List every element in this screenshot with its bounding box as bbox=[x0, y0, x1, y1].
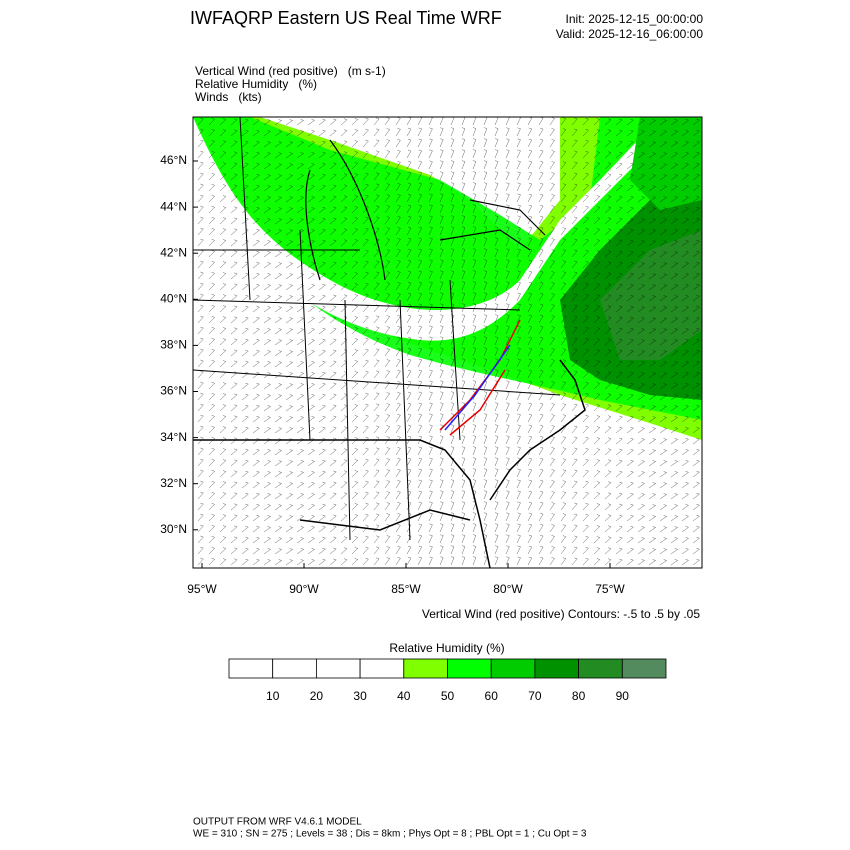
colorbar-box bbox=[403, 658, 448, 679]
map-area bbox=[193, 117, 702, 568]
footer-line: OUTPUT FROM WRF V4.6.1 MODEL bbox=[193, 817, 362, 828]
colorbar-box bbox=[447, 658, 492, 679]
colorbar-title: Relative Humidity (%) bbox=[389, 641, 504, 655]
lat-label: 38°N bbox=[160, 338, 187, 352]
lon-label: 85°W bbox=[391, 582, 421, 596]
colorbar-label: 50 bbox=[441, 689, 455, 703]
lat-label: 44°N bbox=[160, 199, 187, 213]
colorbar-label: 80 bbox=[572, 689, 586, 703]
valid-time: Valid: 2025-12-16_06:00:00 bbox=[555, 27, 703, 41]
colorbar-label: 60 bbox=[485, 689, 499, 703]
colorbar-box bbox=[315, 658, 361, 679]
field-label: Winds (kts) bbox=[195, 90, 262, 104]
colorbar-label: 90 bbox=[616, 689, 630, 703]
colorbar-box bbox=[228, 658, 274, 679]
field-label: Relative Humidity (%) bbox=[195, 77, 318, 91]
wind-barbs bbox=[197, 117, 700, 566]
lat-label: 32°N bbox=[160, 476, 187, 490]
colorbar-label: 70 bbox=[528, 689, 542, 703]
colorbar-box bbox=[578, 658, 623, 679]
contour-note: Vertical Wind (red positive) Contours: -… bbox=[422, 607, 700, 621]
colorbar-box bbox=[621, 658, 667, 679]
lon-label: 95°W bbox=[187, 582, 217, 596]
colorbar-label: 30 bbox=[353, 689, 367, 703]
colorbar-box bbox=[272, 658, 317, 679]
field-label: Vertical Wind (red positive) (m s-1) bbox=[195, 64, 386, 78]
init-time: Init: 2025-12-15_00:00:00 bbox=[565, 12, 703, 26]
colorbar-label: 20 bbox=[310, 689, 324, 703]
lat-label: 46°N bbox=[160, 153, 187, 167]
lat-label: 34°N bbox=[160, 430, 187, 444]
colorbar-label: 40 bbox=[397, 689, 411, 703]
lon-label: 75°W bbox=[595, 582, 625, 596]
lon-label: 80°W bbox=[493, 582, 523, 596]
title: IWFAQRP Eastern US Real Time WRF bbox=[190, 8, 502, 28]
map-frame bbox=[192, 116, 703, 569]
colorbar-box bbox=[534, 658, 580, 679]
lat-label: 36°N bbox=[160, 384, 187, 398]
colorbar-box bbox=[359, 658, 405, 679]
colorbar-box bbox=[490, 658, 536, 679]
lon-label: 90°W bbox=[289, 582, 319, 596]
lat-label: 42°N bbox=[160, 245, 187, 259]
colorbar-label: 10 bbox=[266, 689, 280, 703]
footer-line: WE = 310 ; SN = 275 ; Levels = 38 ; Dis … bbox=[193, 829, 587, 840]
lat-label: 30°N bbox=[160, 522, 187, 536]
lat-label: 40°N bbox=[160, 291, 187, 305]
